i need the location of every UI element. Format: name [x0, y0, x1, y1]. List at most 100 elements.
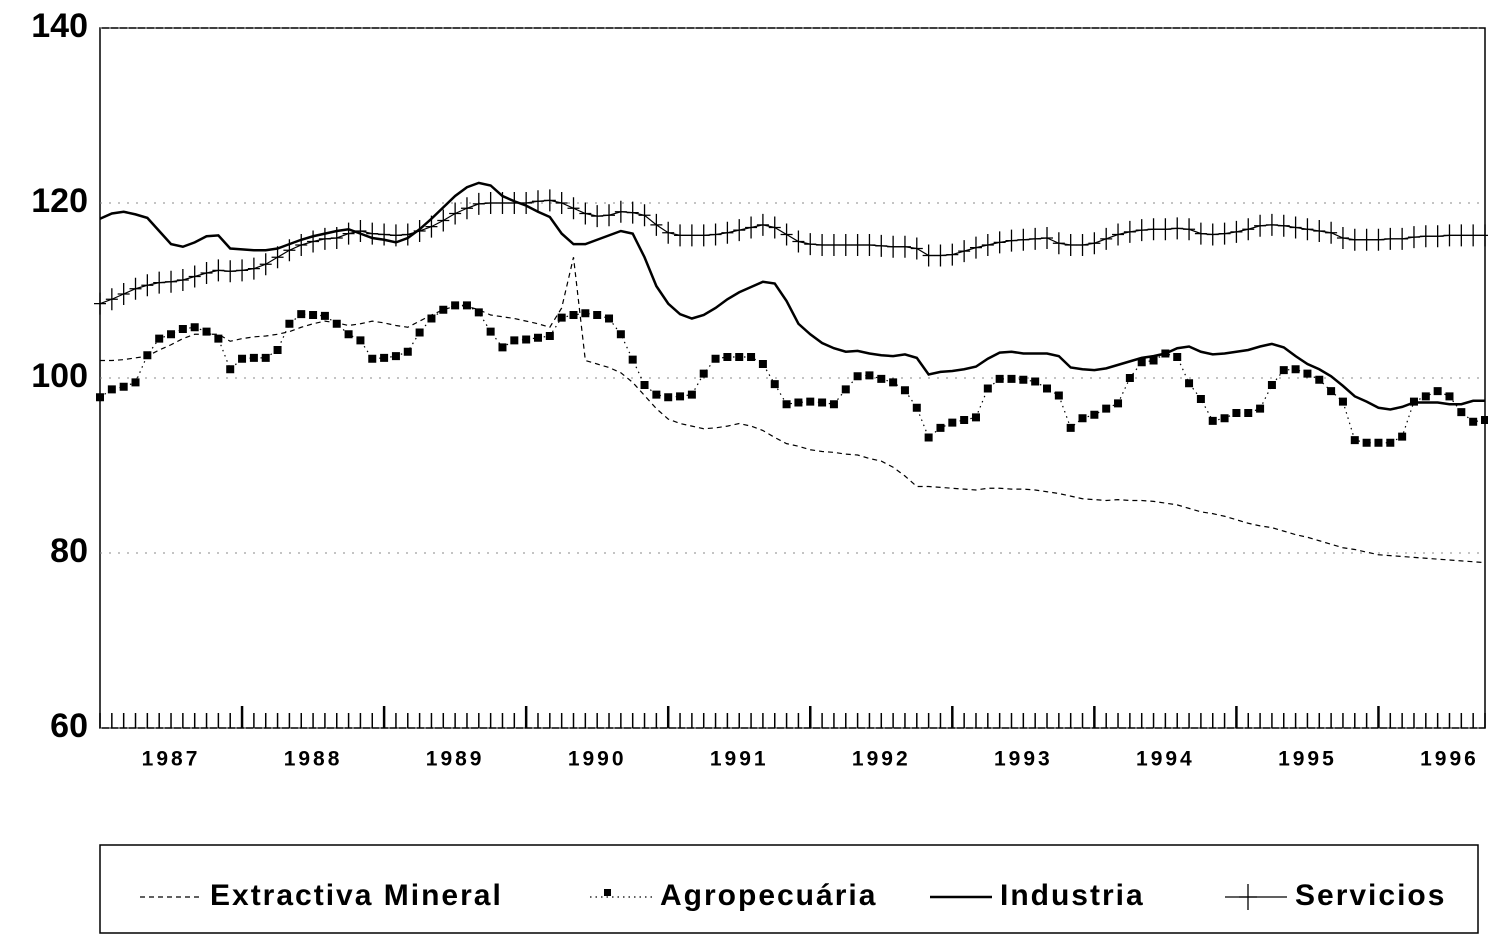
marker — [153, 271, 166, 294]
marker — [1208, 416, 1217, 425]
legend-marker — [604, 889, 611, 896]
legend-label: Agropecuária — [660, 879, 877, 912]
marker — [1360, 228, 1373, 251]
marker — [202, 327, 211, 336]
marker — [271, 246, 284, 269]
marker — [969, 236, 982, 259]
marker — [1173, 353, 1182, 361]
marker — [1137, 358, 1146, 367]
marker — [1327, 387, 1336, 396]
marker — [664, 393, 673, 402]
marker — [1043, 384, 1052, 393]
marker — [342, 222, 355, 245]
marker — [818, 398, 827, 407]
marker — [249, 353, 258, 362]
marker — [283, 239, 296, 262]
marker — [1277, 214, 1290, 237]
marker — [1112, 223, 1125, 246]
marker — [1076, 234, 1089, 256]
marker — [1206, 223, 1219, 246]
marker — [520, 192, 533, 214]
marker — [451, 301, 460, 310]
marker — [1398, 432, 1407, 441]
marker — [697, 224, 710, 247]
marker — [971, 413, 980, 422]
marker — [960, 416, 969, 424]
marker — [413, 220, 426, 242]
marker — [1431, 225, 1444, 248]
marker — [1433, 387, 1442, 396]
x-tick-label: 1995 — [1278, 748, 1337, 771]
marker — [94, 292, 106, 315]
marker — [758, 360, 767, 368]
marker — [569, 311, 578, 319]
marker — [638, 204, 651, 227]
marker — [1254, 214, 1267, 237]
marker — [391, 352, 400, 361]
marker — [733, 219, 746, 242]
marker — [628, 355, 637, 364]
marker — [662, 221, 675, 244]
marker — [1469, 417, 1478, 426]
marker — [176, 269, 189, 291]
marker — [616, 330, 625, 339]
marker — [709, 223, 722, 246]
marker — [1336, 227, 1349, 249]
x-tick-label: 1996 — [1420, 748, 1479, 771]
marker — [1407, 226, 1420, 249]
marker — [650, 213, 663, 236]
x-tick-label: 1987 — [142, 748, 201, 771]
marker — [1244, 409, 1253, 417]
marker — [236, 259, 249, 282]
marker — [780, 223, 793, 246]
marker — [792, 230, 805, 253]
marker — [756, 213, 769, 236]
marker — [1372, 228, 1385, 251]
marker — [1147, 218, 1160, 241]
marker — [614, 200, 627, 223]
y-tick-label: 60 — [50, 707, 88, 745]
marker — [1384, 227, 1397, 250]
marker — [676, 392, 685, 401]
marker — [1338, 397, 1347, 406]
marker — [948, 418, 957, 427]
marker — [1149, 356, 1158, 365]
marker — [626, 201, 639, 224]
marker — [1029, 227, 1042, 250]
marker — [401, 223, 414, 246]
marker — [839, 234, 852, 256]
marker — [912, 403, 921, 412]
marker — [936, 423, 945, 432]
marker — [1256, 404, 1265, 413]
marker — [877, 374, 886, 383]
marker — [1100, 227, 1113, 250]
marker — [449, 202, 462, 225]
marker — [1064, 234, 1077, 256]
marker — [1386, 438, 1395, 447]
marker — [898, 235, 911, 258]
marker — [1455, 224, 1468, 247]
marker — [496, 192, 509, 214]
marker — [735, 353, 744, 361]
marker — [474, 308, 483, 317]
marker — [770, 380, 779, 389]
marker — [745, 216, 758, 239]
marker — [1443, 224, 1456, 247]
marker — [1218, 222, 1231, 245]
y-tick-label: 100 — [31, 357, 88, 395]
marker — [557, 313, 566, 322]
marker — [1267, 381, 1276, 389]
legend-label: Servicios — [1295, 879, 1446, 912]
marker — [190, 323, 199, 332]
marker — [439, 305, 448, 314]
marker — [1041, 227, 1054, 249]
marker — [579, 202, 592, 225]
legend-marker — [1239, 884, 1257, 910]
marker — [924, 433, 933, 442]
marker — [1159, 218, 1172, 241]
marker — [816, 234, 829, 256]
marker — [674, 224, 687, 247]
marker — [131, 378, 140, 387]
marker — [687, 390, 696, 399]
